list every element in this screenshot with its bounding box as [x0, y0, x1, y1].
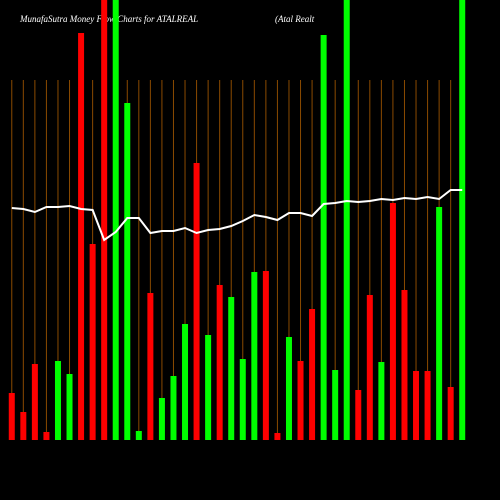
bar — [20, 412, 27, 440]
bar — [355, 390, 362, 440]
bar — [251, 272, 258, 440]
bar — [447, 387, 454, 440]
bar — [124, 103, 131, 440]
bar — [170, 376, 177, 440]
bar — [389, 203, 396, 440]
bar — [332, 370, 339, 440]
bar — [78, 33, 85, 440]
chart-title: MunafaSutra Money Flow Charts for ATALRE… — [19, 14, 198, 24]
bar — [31, 364, 38, 440]
bar — [135, 431, 142, 440]
bar — [89, 244, 96, 440]
bar — [366, 295, 373, 440]
bar — [54, 361, 61, 440]
bar — [309, 309, 316, 440]
bar — [101, 0, 108, 440]
bar — [8, 393, 15, 440]
bar — [297, 361, 304, 440]
bar — [424, 371, 431, 440]
bar — [436, 207, 443, 440]
bar — [239, 359, 246, 440]
bar — [274, 433, 281, 440]
bar — [228, 297, 235, 440]
bar — [112, 0, 119, 440]
bar — [182, 324, 189, 440]
bar — [285, 337, 292, 440]
bar — [401, 290, 408, 440]
bar — [205, 335, 212, 440]
money-flow-line — [11, 189, 463, 242]
bar — [43, 432, 50, 440]
bar — [147, 293, 154, 440]
bar — [320, 35, 327, 440]
chart-subtitle: (Atal Realt — [275, 14, 315, 24]
bar — [262, 271, 269, 440]
bar — [459, 0, 466, 440]
bar — [343, 0, 350, 440]
bar — [378, 362, 385, 440]
bar — [413, 371, 420, 440]
bar — [66, 374, 73, 440]
bar — [216, 285, 223, 440]
bar — [158, 398, 165, 440]
bar — [193, 163, 200, 440]
